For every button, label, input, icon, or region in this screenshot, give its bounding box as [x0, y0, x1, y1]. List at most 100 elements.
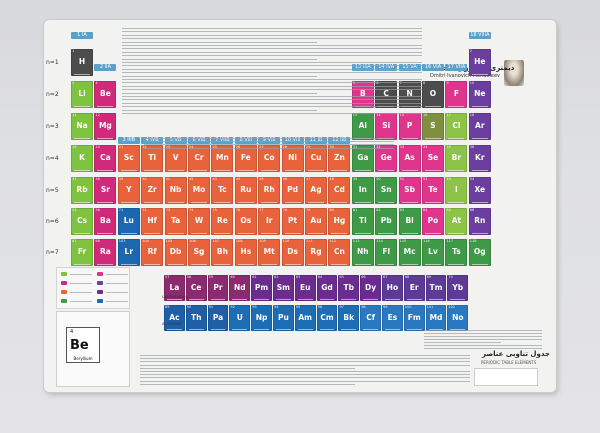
- element-symbol: Cl: [452, 121, 461, 131]
- element-symbol: Re: [216, 216, 228, 226]
- element-name-fa: [401, 137, 418, 139]
- element-sr: 38 Sr: [94, 177, 117, 204]
- element-he: 2 He: [468, 49, 491, 76]
- element-name-fa: [276, 298, 291, 300]
- element-symbol: Es: [387, 312, 398, 322]
- element-ca: 20 Ca: [94, 145, 117, 172]
- element-name-fa: [191, 169, 207, 171]
- text-line: [140, 361, 470, 363]
- element-symbol: Lr: [124, 247, 134, 257]
- element-number: 81: [352, 208, 358, 212]
- element-symbol: Bh: [216, 247, 228, 257]
- element-symbol: Sm: [276, 282, 290, 292]
- element-symbol: Mg: [98, 121, 112, 131]
- text-line: [122, 45, 422, 46]
- group-header-15: 15 VA: [398, 64, 421, 71]
- element-pb: 82 Pb: [375, 208, 398, 235]
- element-fr: 87 Fr: [71, 239, 93, 266]
- element-number: 72: [142, 208, 147, 212]
- element-number: 28: [283, 145, 287, 149]
- element-symbol: Kr: [475, 153, 485, 163]
- group-header-5: 5 VB: [164, 137, 187, 144]
- element-se: 34 Se: [422, 145, 444, 172]
- element-symbol: Ge: [380, 153, 392, 163]
- text-line: [122, 62, 422, 63]
- element-i: 53 I: [445, 177, 468, 204]
- lanthanide-yb: 70 Yb: [447, 275, 469, 301]
- periodic-table-poster: دیمتری ایوانوویچ مندلیف Dmitri Ivanovich…: [44, 20, 556, 392]
- element-name-fa: [214, 201, 231, 203]
- key-swatch-noble: [97, 281, 103, 285]
- element-symbol: Te: [428, 185, 438, 195]
- element-name-fa: [167, 263, 184, 265]
- element-bh: 107 Bh: [211, 239, 234, 266]
- text-line: [122, 55, 422, 57]
- element-symbol: Zn: [334, 153, 345, 163]
- element-number: 48: [329, 177, 334, 181]
- element-number: 63: [295, 275, 301, 279]
- element-name-fa: [425, 137, 441, 139]
- text-line: [122, 89, 422, 91]
- element-number: 34: [423, 145, 428, 149]
- element-name-fa: [188, 298, 204, 300]
- text-line: [424, 330, 542, 331]
- element-number: 39: [118, 177, 124, 181]
- element-symbol: Si: [382, 121, 391, 131]
- element-name-fa: [74, 263, 90, 265]
- element-number: 3: [72, 81, 75, 85]
- element-symbol: As: [404, 153, 415, 163]
- element-symbol: Th: [190, 312, 202, 322]
- element-ga: 31Ga: [351, 145, 374, 172]
- element-name-fa: [308, 263, 324, 265]
- element-name-fa: [144, 263, 161, 265]
- element-p: 15 P: [398, 113, 421, 140]
- element-number: 52: [423, 177, 428, 181]
- element-zn: 30Zn: [328, 145, 351, 172]
- element-ts: 117 Ts: [445, 239, 468, 266]
- element-name-fa: [471, 201, 488, 203]
- element-lv: 116 Lv: [422, 239, 444, 266]
- element-name-fa: [97, 105, 114, 107]
- element-name-fa: [284, 232, 301, 234]
- element-number: 109: [259, 239, 266, 243]
- element-symbol: K: [79, 153, 85, 163]
- element-number: 74: [189, 208, 194, 212]
- element-name-fa: [308, 169, 324, 171]
- element-number: 75: [212, 208, 217, 212]
- element-number: 100: [404, 305, 412, 309]
- element-rg: 111 Rg: [305, 239, 327, 266]
- text-line: [122, 82, 422, 84]
- element-name-fa: [425, 105, 441, 107]
- element-rf: 104 Rf: [141, 239, 164, 266]
- actinide-fm: 100 Fm: [403, 305, 425, 331]
- element-symbol: Ta: [170, 216, 181, 226]
- element-symbol: Tl: [358, 216, 367, 226]
- element-name-fa: [144, 169, 161, 171]
- text-line: [122, 72, 422, 74]
- element-ra: 88 Ra: [94, 239, 117, 266]
- element-name-fa: [428, 298, 444, 300]
- key-text: [70, 283, 92, 284]
- element-symbol: Rn: [474, 216, 486, 226]
- period-label-2: n=2: [46, 91, 59, 98]
- element-symbol: Ru: [240, 185, 252, 195]
- element-na: 11 Na: [71, 113, 93, 140]
- element-name-fa: [284, 169, 301, 171]
- element-number: 54: [469, 177, 475, 181]
- group-header-3: 3 IIIB: [117, 137, 140, 144]
- element-name-fa: [448, 105, 465, 107]
- actinide-md: 101 Md: [425, 305, 447, 331]
- element-symbol: U: [236, 312, 243, 322]
- element-symbol: Au: [310, 216, 322, 226]
- element-name-fa: [354, 201, 371, 203]
- element-symbol: Fl: [382, 247, 391, 257]
- element-number: 69: [426, 275, 432, 279]
- element-number: 49: [352, 177, 358, 181]
- element-symbol: Ag: [310, 185, 322, 195]
- element-name-fa: [232, 298, 248, 300]
- element-number: 2: [469, 49, 473, 53]
- element-name-fa: [471, 263, 488, 265]
- element-symbol: Br: [451, 153, 462, 163]
- poster-title-en: Dmitri Ivanovich Mendeleev: [430, 73, 500, 79]
